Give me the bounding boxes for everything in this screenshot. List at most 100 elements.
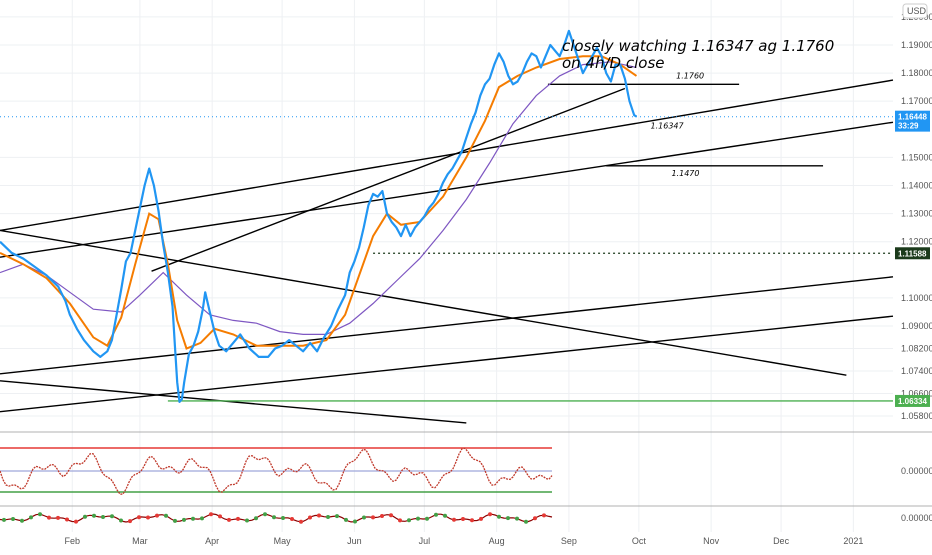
momentum-dot [164,513,168,518]
momentum-dot [209,512,213,517]
osc-tick-label: 0.00000 [901,466,932,476]
ma-fast-line [0,55,638,350]
price-tick-label: 1.06600 [901,388,932,398]
momentum-dot [245,518,249,523]
price-tick-label: 1.13000 [901,209,932,219]
momentum-dot [254,516,258,521]
x-tick-label: Nov [703,536,720,546]
momentum-dot [425,516,429,521]
momentum-dot [407,518,411,523]
x-tick-label: Dec [773,536,790,546]
momentum-dot [488,512,492,517]
level-label-2: 1.1470 [671,169,699,178]
momentum-dot [182,517,186,522]
price-tick-label: 1.17000 [901,96,932,106]
momentum-dot [542,513,546,518]
currency-badge [902,3,928,19]
momentum-dot [452,517,456,522]
price-tag-text-2: 1.11588 [898,249,927,258]
price-tick-label: 1.18000 [901,68,932,78]
trendline-5 [0,380,467,424]
momentum-dot [416,516,420,521]
trendlines [0,79,894,424]
momentum-dot [317,513,321,518]
momentum-dot [443,513,447,518]
currency-label: USD [907,6,927,16]
price-tick-label: 1.10000 [901,293,932,303]
price-tick-label: 1.07400 [901,366,932,376]
momentum-dot [65,517,69,522]
trendline-2 [0,229,847,376]
annotation-line-1: closely watching 1.16347 ag 1.1760 [562,37,834,55]
x-tick-label: Jun [347,536,362,546]
momentum-dot [371,515,375,520]
momentum-dot [290,517,294,521]
price-line [0,29,638,403]
momentum-dot [2,517,6,522]
trendline-4 [0,315,894,413]
price-tick-label: 1.19000 [901,40,932,50]
oscillator-line [0,447,553,495]
price-tick-label: 1.09000 [901,321,932,331]
price-tag-3 [895,394,930,407]
level-label-1: 1.16347 [651,122,685,131]
x-tick-label: Feb [65,536,81,546]
trendline-3 [0,276,894,375]
momentum-dot [263,512,267,517]
price-tick-label: 1.12000 [901,237,932,247]
price-tag-text-3: 1.06334 [898,397,927,406]
x-tick-label: Oct [632,536,647,546]
momentum-dot [191,516,195,521]
momentum-dot [272,515,276,520]
momentum-dot [137,515,141,520]
momentum-dot [83,514,87,519]
momentum-dot [461,517,465,521]
level-label-0: 1.1760 [676,71,704,80]
momentum-dot [380,514,384,518]
price-tag-text-1: 33:29 [898,122,919,131]
momentum-dot [533,516,537,521]
momentum-dot [173,518,177,523]
momentum-dot [218,514,222,519]
momentum-dot [146,515,150,520]
momentum-dot [101,515,105,519]
momentum-dot [506,516,510,521]
x-tick-label: Apr [205,536,219,546]
momentum-dot [47,515,51,520]
momentum-dot [299,519,303,524]
momentum-dot [389,513,393,518]
momentum-dot [38,512,42,517]
price-tag-2 [895,247,930,260]
momentum-dot [20,518,24,523]
momentum-dot [362,515,366,520]
momentum-dot [497,514,501,519]
momentum-dot [29,515,33,520]
price-tag-1 [895,119,930,132]
price-tick-label: 1.15000 [901,152,932,162]
momentum-dot [308,515,312,520]
momentum-dot [110,514,114,519]
x-tick-label: Aug [489,536,505,546]
price-series [0,29,638,403]
axes: 1.200001.190001.180001.170001.150001.140… [65,3,932,546]
x-tick-label: Jul [419,536,431,546]
grid [0,0,893,532]
oscillator-panes [0,431,932,524]
momentum-tick-label: 0.00000 [901,513,932,523]
momentum-dot [92,513,96,518]
momentum-dot [128,519,132,524]
momentum-dot [200,516,204,521]
momentum-dot [227,517,231,522]
momentum-dot [326,515,330,519]
annotation-line-2: on 4h/D close [562,54,665,72]
momentum-dot [56,515,60,520]
momentum-dot [353,519,357,524]
trendline-6 [151,87,626,272]
annotations: closely watching 1.16347 ag 1.1760 on 4h… [562,37,834,72]
momentum-dot [155,513,159,518]
momentum-dot [398,518,402,523]
momentum-dot [479,516,483,521]
